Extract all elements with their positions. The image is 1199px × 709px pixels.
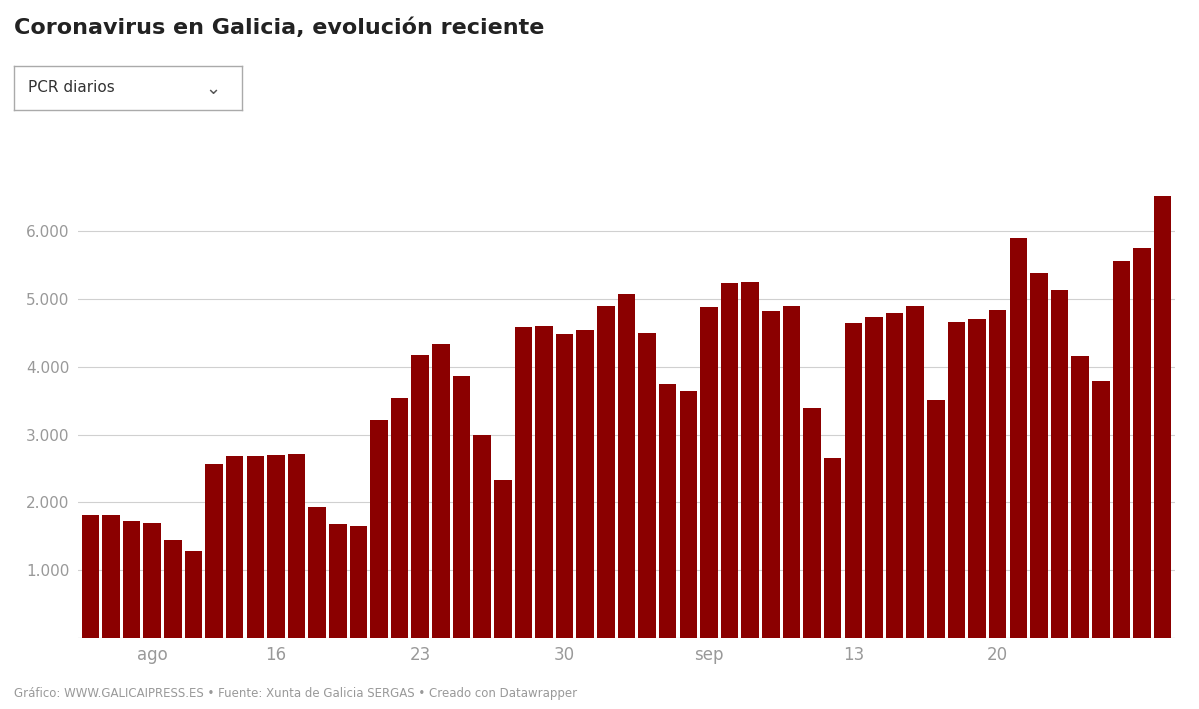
Bar — [1072, 356, 1089, 638]
Bar — [866, 318, 882, 638]
Bar — [514, 328, 532, 638]
Bar — [680, 391, 697, 638]
Bar — [308, 507, 326, 638]
Text: Coronavirus en Galicia, evolución reciente: Coronavirus en Galicia, evolución recien… — [14, 18, 544, 38]
Bar — [844, 323, 862, 638]
Text: PCR diarios: PCR diarios — [28, 80, 115, 96]
Bar — [763, 311, 779, 638]
Bar — [432, 344, 450, 638]
Bar — [638, 333, 656, 638]
Bar — [1010, 238, 1028, 638]
Bar — [102, 515, 120, 638]
Bar — [370, 420, 387, 638]
Bar — [329, 524, 347, 638]
Bar — [350, 525, 367, 638]
Text: Gráfico: WWW.GALICAIPRESS.ES • Fuente: Xunta de Galicia SERGAS • Creado con Data: Gráfico: WWW.GALICAIPRESS.ES • Fuente: X… — [14, 688, 578, 700]
Bar — [82, 515, 100, 638]
Bar — [391, 398, 409, 638]
Bar — [969, 319, 986, 638]
Bar — [597, 306, 615, 638]
Bar — [1092, 381, 1109, 638]
Bar — [494, 480, 512, 638]
Bar — [886, 313, 903, 638]
Bar — [927, 400, 945, 638]
Bar — [164, 540, 181, 638]
Bar — [1113, 261, 1131, 638]
Bar — [267, 455, 284, 638]
Bar — [1153, 196, 1171, 638]
Bar — [700, 307, 718, 638]
Bar — [989, 310, 1006, 638]
Bar — [144, 523, 161, 638]
Bar — [185, 552, 203, 638]
Bar — [721, 284, 739, 638]
Bar — [1030, 273, 1048, 638]
Bar — [824, 458, 842, 638]
Bar — [411, 354, 429, 638]
Bar — [577, 330, 594, 638]
Bar — [225, 456, 243, 638]
Bar — [247, 457, 264, 638]
Bar — [1133, 248, 1151, 638]
Bar — [205, 464, 223, 638]
Bar — [659, 384, 676, 638]
Bar — [556, 334, 573, 638]
Bar — [474, 435, 490, 638]
Bar — [906, 306, 924, 638]
Bar — [741, 282, 759, 638]
Bar — [1050, 289, 1068, 638]
Bar — [288, 454, 306, 638]
Bar — [453, 376, 470, 638]
Bar — [617, 294, 635, 638]
Bar — [535, 326, 553, 638]
Bar — [803, 408, 821, 638]
Bar — [947, 322, 965, 638]
Bar — [783, 306, 800, 638]
Text: ⌄: ⌄ — [205, 80, 221, 98]
Bar — [122, 521, 140, 638]
